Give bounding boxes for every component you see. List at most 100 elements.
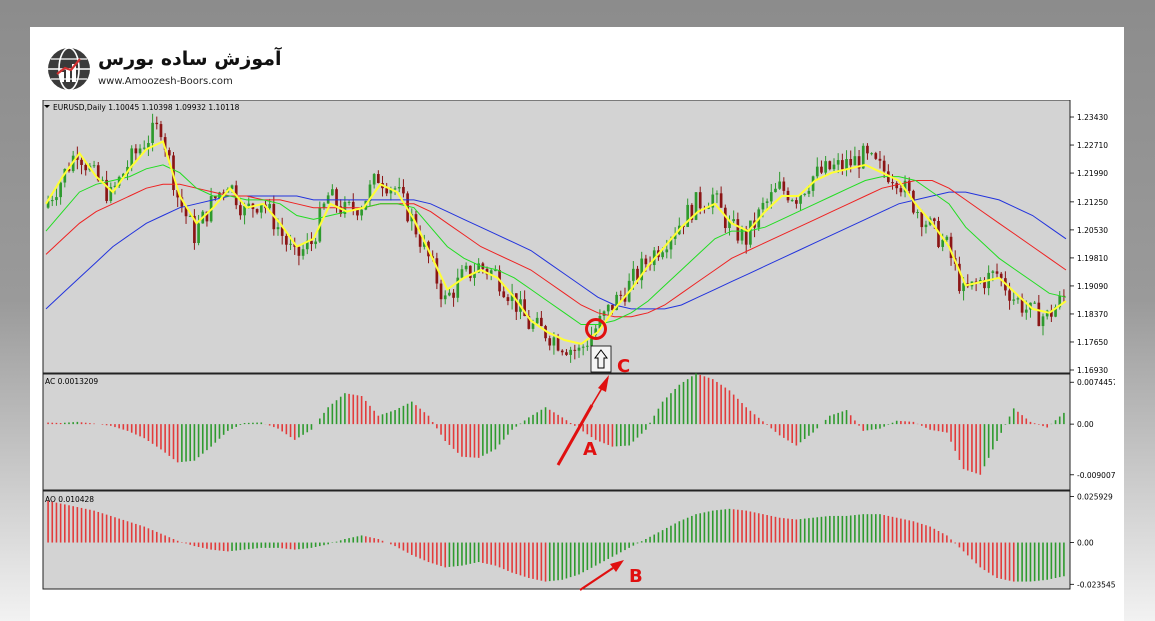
candle	[502, 291, 506, 298]
candle	[631, 268, 635, 281]
signal-circle-marker	[585, 318, 607, 340]
candle	[544, 326, 547, 339]
ac-title: AC 0.0013209	[45, 377, 98, 386]
price-tick-label: 1.19090	[1077, 282, 1108, 291]
candle	[615, 294, 618, 311]
candle	[903, 180, 907, 193]
candle	[999, 273, 1003, 279]
candle	[761, 202, 765, 210]
candle	[55, 197, 58, 201]
dropdown-triangle-icon[interactable]	[44, 105, 50, 108]
candle	[276, 227, 280, 230]
ac-tick-label: 0.0074457	[1077, 378, 1115, 387]
candle	[385, 188, 389, 194]
candle	[301, 249, 305, 256]
candle	[891, 182, 894, 184]
candle	[594, 328, 598, 336]
candle	[523, 299, 526, 317]
candle	[602, 311, 606, 316]
candle	[920, 212, 924, 228]
ma-line	[45, 164, 1067, 325]
candle	[540, 317, 543, 327]
candle	[159, 124, 163, 138]
ao-tick-label: -0.023545	[1077, 580, 1115, 589]
candle	[439, 283, 443, 300]
candle	[861, 145, 865, 169]
candle	[732, 219, 736, 222]
candle	[134, 148, 138, 154]
logo-url: www.Amoozesh-Boors.com	[98, 76, 233, 87]
candle	[305, 240, 309, 250]
candle	[849, 159, 853, 166]
candle	[832, 164, 836, 170]
candle	[259, 204, 263, 213]
candle	[176, 190, 180, 198]
price-tick-label: 1.18370	[1077, 310, 1108, 319]
candle	[184, 206, 188, 217]
candle	[101, 179, 104, 181]
candle	[841, 160, 844, 170]
candle	[1008, 290, 1011, 301]
candle	[1050, 310, 1053, 317]
candle	[1024, 309, 1028, 313]
candle	[213, 196, 217, 199]
candle	[803, 193, 807, 195]
ao-title: AO 0.010428	[45, 495, 94, 504]
candle	[155, 122, 159, 125]
candle	[347, 201, 351, 203]
candle	[1020, 298, 1024, 313]
candle	[468, 265, 472, 278]
candle	[197, 223, 200, 244]
candle	[774, 188, 777, 193]
candle	[1041, 316, 1045, 327]
candle	[778, 181, 781, 189]
candle	[105, 179, 108, 201]
candle	[899, 188, 903, 193]
candle	[552, 337, 556, 346]
candle	[744, 228, 748, 245]
candle	[799, 194, 802, 204]
candle	[147, 143, 150, 148]
candle	[402, 186, 405, 194]
candle	[205, 211, 209, 222]
candle	[535, 317, 539, 324]
price-tick-label: 1.21990	[1077, 169, 1108, 178]
candle	[590, 335, 593, 346]
candle	[435, 258, 439, 284]
candle	[1054, 307, 1057, 317]
candle	[418, 234, 422, 247]
candle	[857, 156, 861, 169]
logo-title: آموزش ساده بورس	[98, 48, 282, 70]
candle	[782, 181, 786, 191]
candle	[560, 350, 564, 353]
price-tick-label: 1.17650	[1077, 338, 1108, 347]
candle	[623, 295, 627, 302]
price-panel	[42, 100, 1071, 374]
candle	[448, 292, 451, 296]
candle	[1045, 310, 1049, 317]
candle	[690, 204, 694, 220]
candle	[59, 182, 62, 198]
candle	[983, 280, 986, 289]
candle	[247, 203, 251, 207]
candle	[46, 201, 50, 208]
candle	[916, 212, 919, 214]
candle	[96, 165, 100, 181]
candle	[443, 295, 447, 300]
candle	[460, 269, 464, 278]
candle	[945, 236, 949, 240]
candle	[866, 145, 869, 154]
label-a: A	[583, 439, 597, 460]
candle	[339, 206, 343, 214]
candle	[937, 220, 940, 247]
candle	[1037, 302, 1041, 327]
candle	[393, 188, 397, 190]
candle	[351, 201, 355, 210]
candle	[322, 203, 326, 208]
price-tick-label: 1.16930	[1077, 366, 1108, 375]
buy-arrow-icon	[590, 345, 612, 373]
candle	[297, 246, 301, 256]
price-tick-label: 1.20530	[1077, 226, 1108, 235]
candle	[180, 197, 184, 207]
candle	[958, 263, 961, 292]
